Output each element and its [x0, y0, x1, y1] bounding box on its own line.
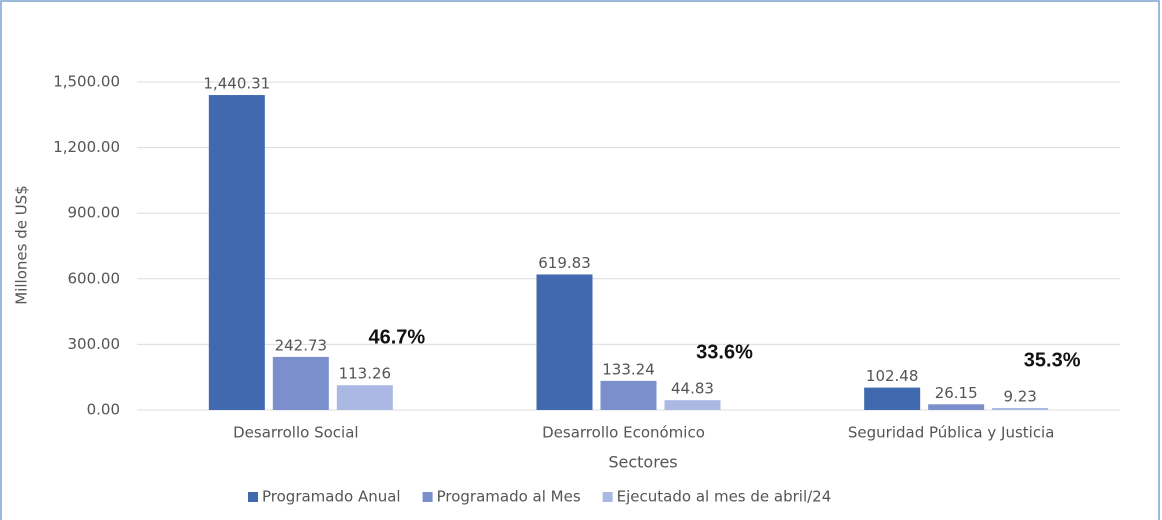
y-tick-label: 600.00 [68, 269, 121, 287]
data-label: 242.73 [275, 336, 328, 354]
y-tick-label: 300.00 [68, 335, 121, 353]
bar [992, 407, 1049, 410]
legend-swatch [602, 492, 613, 502]
bar [664, 400, 721, 410]
bar [208, 95, 265, 410]
data-label: 44.83 [671, 380, 714, 398]
y-tick-label: 0.00 [87, 401, 120, 419]
x-tick-label: Desarrollo Social [233, 424, 358, 442]
y-tick-label: 1,500.00 [53, 73, 120, 91]
data-label: 113.26 [339, 365, 392, 383]
bar [336, 385, 393, 410]
data-label: 26.15 [935, 384, 978, 402]
y-tick-label: 900.00 [68, 204, 121, 222]
bar [536, 274, 593, 410]
data-label: 619.83 [538, 254, 591, 272]
x-axis-label: Sectores [608, 453, 677, 472]
data-label: 102.48 [866, 367, 919, 385]
x-tick-label: Desarrollo Económico [542, 424, 705, 442]
annotation: 35.3% [1024, 349, 1081, 371]
bar [928, 404, 985, 410]
y-tick-label: 1,200.00 [53, 138, 120, 156]
data-label: 133.24 [602, 360, 655, 378]
legend-swatch [422, 492, 433, 502]
x-tick-label: Seguridad Pública y Justicia [848, 424, 1055, 442]
legend-label: Programado Anual [262, 488, 401, 506]
legend-label: Ejecutado al mes de abril/24 [617, 488, 832, 506]
data-label: 9.23 [1003, 387, 1036, 405]
annotation: 46.7% [368, 327, 425, 349]
bar [864, 387, 921, 410]
y-axis-label: Millones de US$ [13, 185, 31, 305]
legend-swatch [248, 492, 258, 502]
bar [272, 356, 329, 410]
annotation: 33.6% [696, 341, 753, 363]
bar [600, 380, 657, 410]
legend-label: Programado al Mes [437, 488, 581, 506]
data-label: 1,440.31 [203, 75, 270, 93]
